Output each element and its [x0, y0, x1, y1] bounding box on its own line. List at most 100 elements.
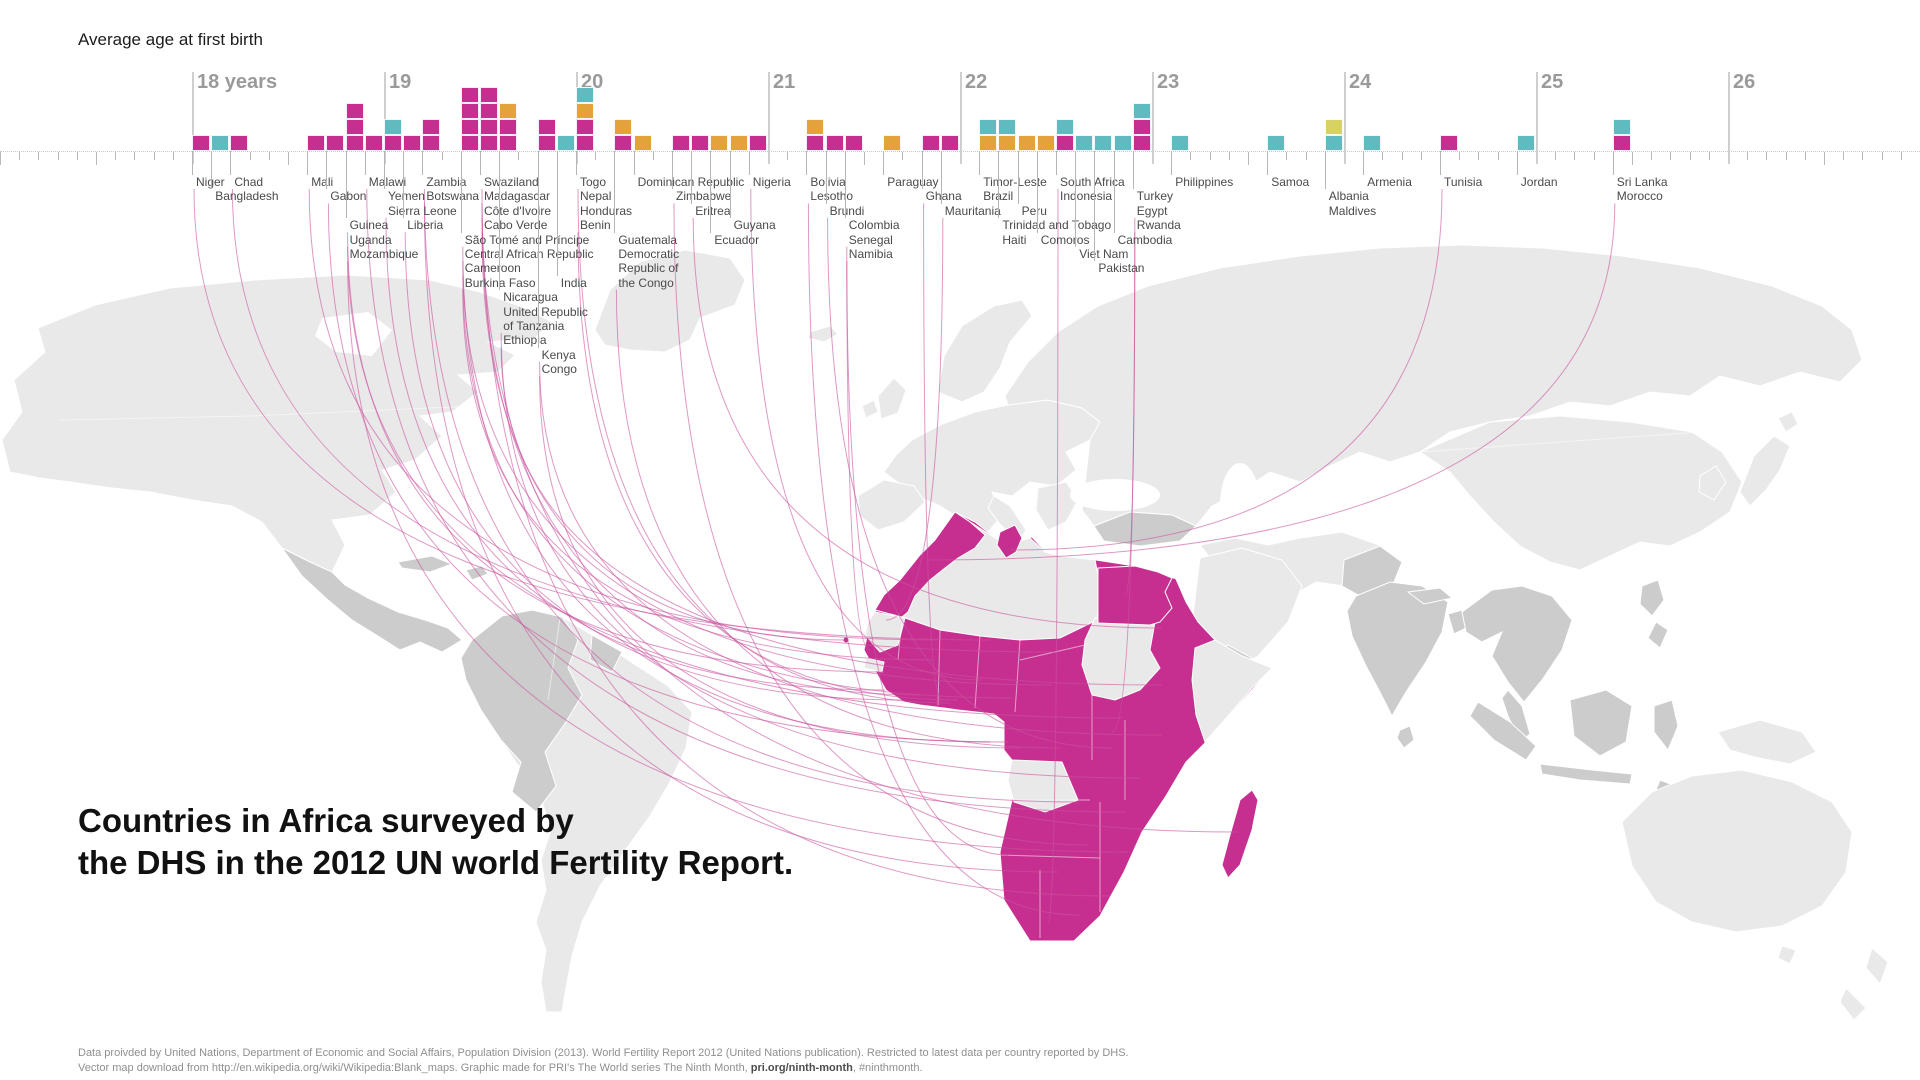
flow-line [347, 246, 1123, 719]
age-square [1440, 135, 1458, 151]
country-label: Cambodia [1117, 232, 1173, 247]
age-square [691, 135, 710, 151]
country-label: Nigeria [752, 175, 791, 189]
label-leader-line [844, 151, 846, 219]
label-leader-line [1036, 151, 1038, 233]
country-label: Lesotho [810, 189, 854, 204]
map-india [1346, 581, 1449, 718]
flow-line [577, 232, 959, 701]
axis-minor-tick [1804, 152, 1806, 160]
label-leader-line [1171, 151, 1173, 175]
map-ireland [861, 399, 879, 419]
country-label: Bolivia [810, 175, 846, 189]
label-leader-line [940, 151, 942, 204]
label-leader-line [979, 151, 981, 175]
axis-year-line [384, 72, 386, 164]
flow-line [231, 188, 1056, 653]
flow-line [481, 232, 847, 641]
age-square [576, 103, 594, 119]
country-label: Nepal [580, 189, 612, 204]
label-leader-line [921, 151, 923, 190]
map-caspian-sea [1220, 463, 1260, 547]
age-square [576, 119, 594, 135]
axis-year-line [768, 72, 770, 164]
axis-minor-tick [115, 152, 117, 160]
map-japan [1739, 435, 1791, 507]
axis-minor-tick [1420, 152, 1422, 160]
flow-line [1111, 232, 1136, 733]
label-leader-line [576, 151, 577, 175]
axis-minor-tick [518, 152, 520, 160]
flow-line [539, 361, 1163, 736]
age-square [940, 135, 959, 151]
flow-line [500, 347, 1163, 686]
age-square [403, 135, 422, 151]
map-cuba [397, 555, 454, 573]
age-square [1075, 135, 1094, 151]
age-square [345, 103, 364, 119]
axis-year-line [192, 72, 194, 164]
age-square [364, 135, 383, 151]
label-leader-line [1132, 151, 1134, 190]
label-leader-line [192, 151, 193, 175]
age-square [1612, 119, 1631, 135]
flow-line [1009, 188, 1443, 551]
country-label: Trinidad and Tobago [1002, 218, 1112, 233]
country-label: Brundi [829, 203, 865, 218]
label-leader-line [1267, 151, 1269, 175]
age-square [1056, 135, 1074, 151]
axis-minor-tick [1747, 152, 1749, 160]
country-label: Ghana [925, 189, 962, 204]
country-label: Chad [234, 175, 264, 189]
label-leader-line [345, 151, 347, 219]
age-square [1132, 119, 1151, 135]
label-leader-line [1075, 151, 1077, 247]
map-china [1418, 415, 1743, 571]
country-label: Albania [1328, 189, 1369, 204]
flow-line [673, 203, 1089, 846]
country-label: Kenya [541, 347, 576, 362]
flow-line [481, 188, 1111, 897]
continents [1, 244, 1889, 1021]
axis-minor-tick [76, 152, 78, 160]
axis-minor-tick [1228, 152, 1230, 160]
country-label: Benin [580, 218, 611, 233]
map-se-asia [1461, 585, 1573, 703]
label-leader-line [1324, 151, 1326, 190]
age-square [979, 135, 998, 151]
country-label: Swaziland [484, 175, 539, 189]
country-label: Bangladesh [215, 189, 279, 204]
map-egypt [1097, 565, 1173, 626]
axis-minor-tick [1881, 152, 1883, 160]
country-label: Morocco [1616, 189, 1663, 204]
age-square [192, 135, 210, 151]
axis-minor-tick [134, 152, 136, 160]
flow-line [462, 260, 1053, 686]
axis-year-line [1152, 72, 1154, 164]
country-label: Armenia [1367, 175, 1412, 189]
country-label: Mozambique [349, 247, 419, 261]
map-borneo [1569, 689, 1633, 757]
chart-title: Average age at first birth [78, 30, 263, 49]
label-leader-line [499, 151, 501, 291]
age-square [480, 103, 498, 119]
flow-line [923, 203, 943, 701]
country-label: Indonesia [1060, 189, 1113, 204]
map-sri-lanka [1396, 725, 1415, 749]
country-label: Niger [196, 176, 225, 189]
label-leader-line [691, 151, 693, 204]
footer-credits: Data proivded by United Nations, Departm… [78, 1046, 1129, 1076]
country-label: Guinea [349, 218, 389, 233]
age-square [576, 87, 594, 103]
other-borders [59, 403, 1701, 701]
map-black-sea [1070, 479, 1160, 511]
axis-minor-tick [864, 152, 865, 165]
map-new-guinea [1717, 719, 1817, 765]
country-label: Uganda [349, 232, 392, 247]
map-sumatra [1469, 701, 1537, 761]
country-label: Mauritania [944, 203, 1001, 218]
map-java [1539, 763, 1633, 785]
country-label: Maldives [1328, 203, 1377, 218]
label-leader-line [1440, 151, 1441, 175]
country-label: Guyana [733, 218, 776, 233]
